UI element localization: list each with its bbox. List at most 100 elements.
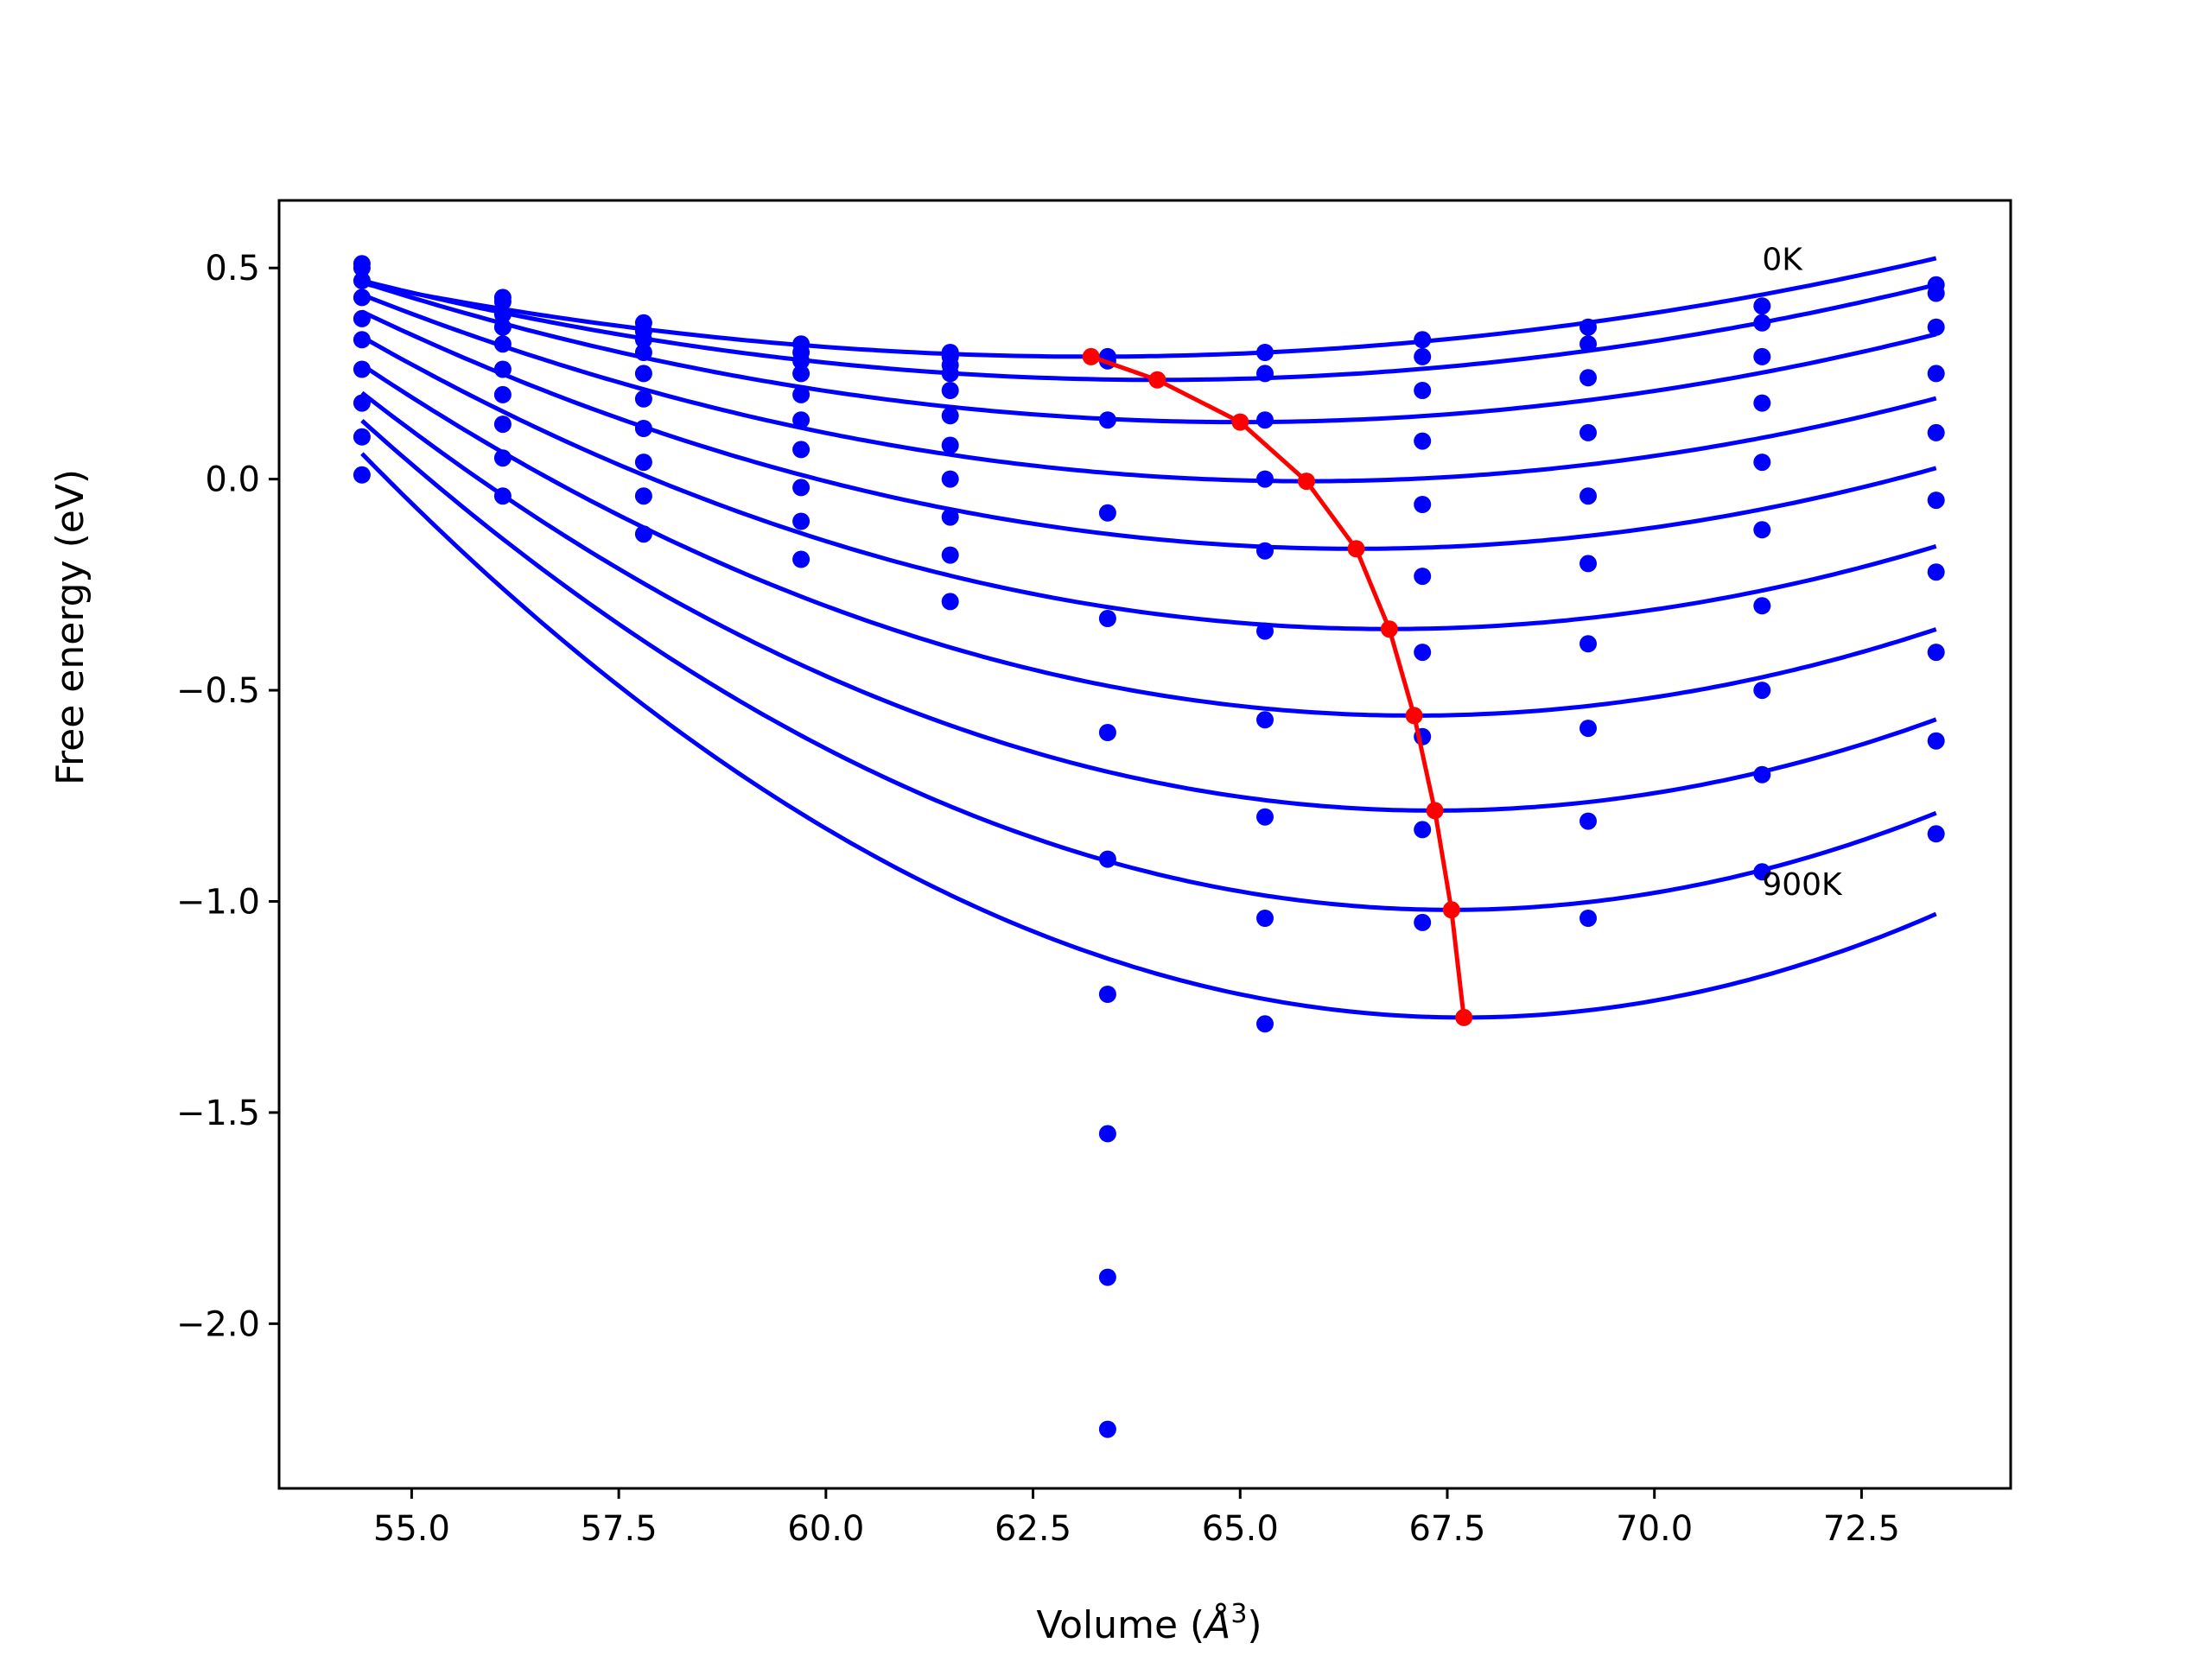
data-point-7-1	[1414, 347, 1432, 365]
minima-point-2	[1231, 413, 1249, 431]
data-point-10-4	[1927, 423, 1945, 441]
fit-curve-5	[360, 334, 1937, 631]
plot-frame	[277, 199, 2012, 1490]
data-point-3-8	[792, 512, 810, 530]
x-axis-label: Volume (Å3)	[1036, 1599, 1262, 1647]
x-axis-label-sup: 3	[1230, 1599, 1247, 1629]
fit-curve-7	[360, 390, 1937, 813]
x-tick-label-1: 57.5	[581, 1509, 658, 1549]
data-point-3-6	[792, 441, 810, 459]
data-point-2-2	[634, 331, 652, 349]
axes-layer: 55.0 57.5 60.0 62.5 65.0 67.5 70.0 72.5 0.5 0.0 −0…	[176, 199, 2012, 1549]
data-point-10-3	[1927, 365, 1945, 383]
data-point-8-2	[1580, 369, 1597, 387]
data-point-0-1	[353, 259, 371, 277]
data-point-9-4	[1753, 454, 1771, 472]
data-point-2-5	[634, 390, 652, 408]
minima-layer	[1082, 347, 1473, 1026]
x-tick-label-7: 72.5	[1823, 1509, 1900, 1549]
data-point-10-8	[1927, 732, 1945, 750]
data-point-10-6	[1927, 563, 1945, 581]
data-point-0-6	[353, 360, 371, 378]
fit-curve-2	[361, 280, 1937, 425]
data-point-7-6	[1414, 644, 1432, 662]
minima-point-1	[1148, 371, 1166, 389]
annotation-1: 900K	[1762, 867, 1843, 903]
minima-point-6	[1405, 707, 1423, 725]
minima-line	[1090, 354, 1466, 1018]
fit-curve-4	[360, 309, 1937, 551]
data-point-5-7	[1098, 986, 1116, 1003]
y-axis-label: Free energy (eV)	[48, 469, 92, 785]
data-point-1-7	[493, 416, 512, 434]
data-point-1-2	[493, 306, 512, 323]
data-point-0-3	[353, 289, 371, 307]
data-point-4-10	[941, 593, 959, 611]
data-point-7-9	[1414, 913, 1432, 931]
data-point-8-7	[1580, 720, 1597, 738]
data-point-7-4	[1414, 496, 1432, 513]
data-point-4-9	[941, 546, 959, 564]
minima-point-4	[1347, 540, 1365, 558]
data-point-9-2	[1753, 347, 1771, 365]
fit-curve-6	[360, 363, 1937, 718]
data-point-3-7	[792, 479, 810, 497]
data-point-4-4	[941, 382, 959, 399]
y-tick-label-3: −1.0	[176, 882, 260, 922]
data-point-6-7	[1256, 808, 1274, 826]
data-point-8-5	[1580, 555, 1597, 573]
annotation-0: 0K	[1762, 242, 1803, 277]
data-point-10-9	[1927, 825, 1945, 843]
y-tick-label-1: 0.0	[205, 460, 260, 500]
data-point-2-7	[634, 454, 652, 472]
data-point-1-9	[493, 487, 512, 505]
data-point-9-3	[1753, 394, 1771, 412]
data-point-9-0	[1753, 297, 1771, 315]
data-point-8-8	[1580, 812, 1597, 830]
data-point-7-5	[1414, 568, 1432, 586]
data-point-9-8	[1753, 765, 1771, 783]
data-point-6-0	[1256, 344, 1274, 361]
data-point-0-5	[353, 331, 371, 349]
data-point-1-1	[493, 293, 512, 311]
data-point-4-5	[941, 407, 959, 425]
y-tick-label-0: 0.5	[205, 249, 260, 289]
x-tick-label-0: 55.0	[373, 1509, 450, 1549]
data-point-5-2	[1098, 411, 1116, 429]
data-point-8-3	[1580, 423, 1597, 441]
data-point-3-5	[792, 411, 810, 429]
data-point-0-2	[353, 271, 371, 289]
fit-curves-layer	[360, 256, 1937, 1020]
data-point-3-4	[792, 385, 810, 403]
data-point-2-6	[634, 420, 652, 437]
fit-curve-9	[360, 452, 1937, 1020]
minima-point-9	[1455, 1008, 1473, 1026]
data-point-9-7	[1753, 682, 1771, 700]
data-point-1-8	[493, 449, 512, 467]
data-point-8-6	[1580, 635, 1597, 653]
data-point-5-8	[1098, 1125, 1116, 1143]
data-point-9-5	[1753, 521, 1771, 539]
data-point-9-1	[1753, 314, 1771, 332]
data-point-4-6	[941, 436, 959, 454]
data-point-6-8	[1256, 910, 1274, 927]
x-tick-label-5: 67.5	[1408, 1509, 1485, 1549]
data-point-2-8	[634, 487, 652, 505]
y-tick-label-5: −2.0	[176, 1304, 260, 1344]
data-points-layer	[353, 255, 1945, 1438]
fit-curve-0	[361, 256, 1937, 359]
data-point-8-9	[1580, 910, 1597, 927]
x-tick-label-2: 60.0	[787, 1509, 864, 1549]
data-point-5-10	[1098, 1420, 1116, 1438]
data-point-0-8	[353, 428, 371, 446]
x-axis-label-close: )	[1247, 1603, 1262, 1647]
data-point-5-3	[1098, 504, 1116, 522]
data-point-10-5	[1927, 492, 1945, 510]
data-point-7-3	[1414, 432, 1432, 450]
data-point-6-4	[1256, 542, 1274, 560]
data-point-9-6	[1753, 597, 1771, 615]
data-point-2-3	[634, 344, 652, 361]
